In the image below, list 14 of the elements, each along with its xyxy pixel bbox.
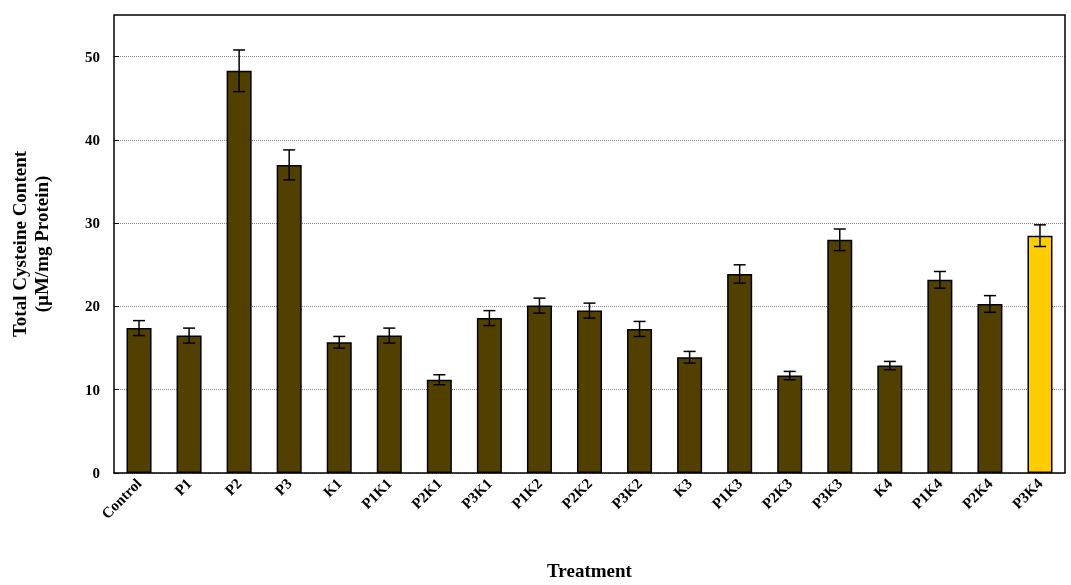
x-tick-label: K3 bbox=[670, 475, 696, 501]
x-tick-label: P1 bbox=[171, 475, 195, 499]
x-tick-label: K1 bbox=[320, 475, 345, 501]
y-tick-label: 40 bbox=[85, 131, 100, 148]
y-tick-label: 0 bbox=[92, 465, 100, 481]
y-tick-label: 30 bbox=[85, 215, 100, 232]
x-tick-label: P2 bbox=[221, 475, 245, 499]
y-axis-title: Total Cysteine Content (µM/mg Protein) bbox=[8, 150, 53, 338]
y-tick-label: 20 bbox=[85, 298, 100, 315]
x-tick-label: K4 bbox=[870, 474, 896, 501]
y-tick-label: 10 bbox=[85, 381, 100, 398]
x-tick-label: P3 bbox=[271, 475, 295, 499]
y-tick-label: 50 bbox=[85, 48, 100, 65]
x-axis-title: Treatment bbox=[547, 560, 633, 581]
